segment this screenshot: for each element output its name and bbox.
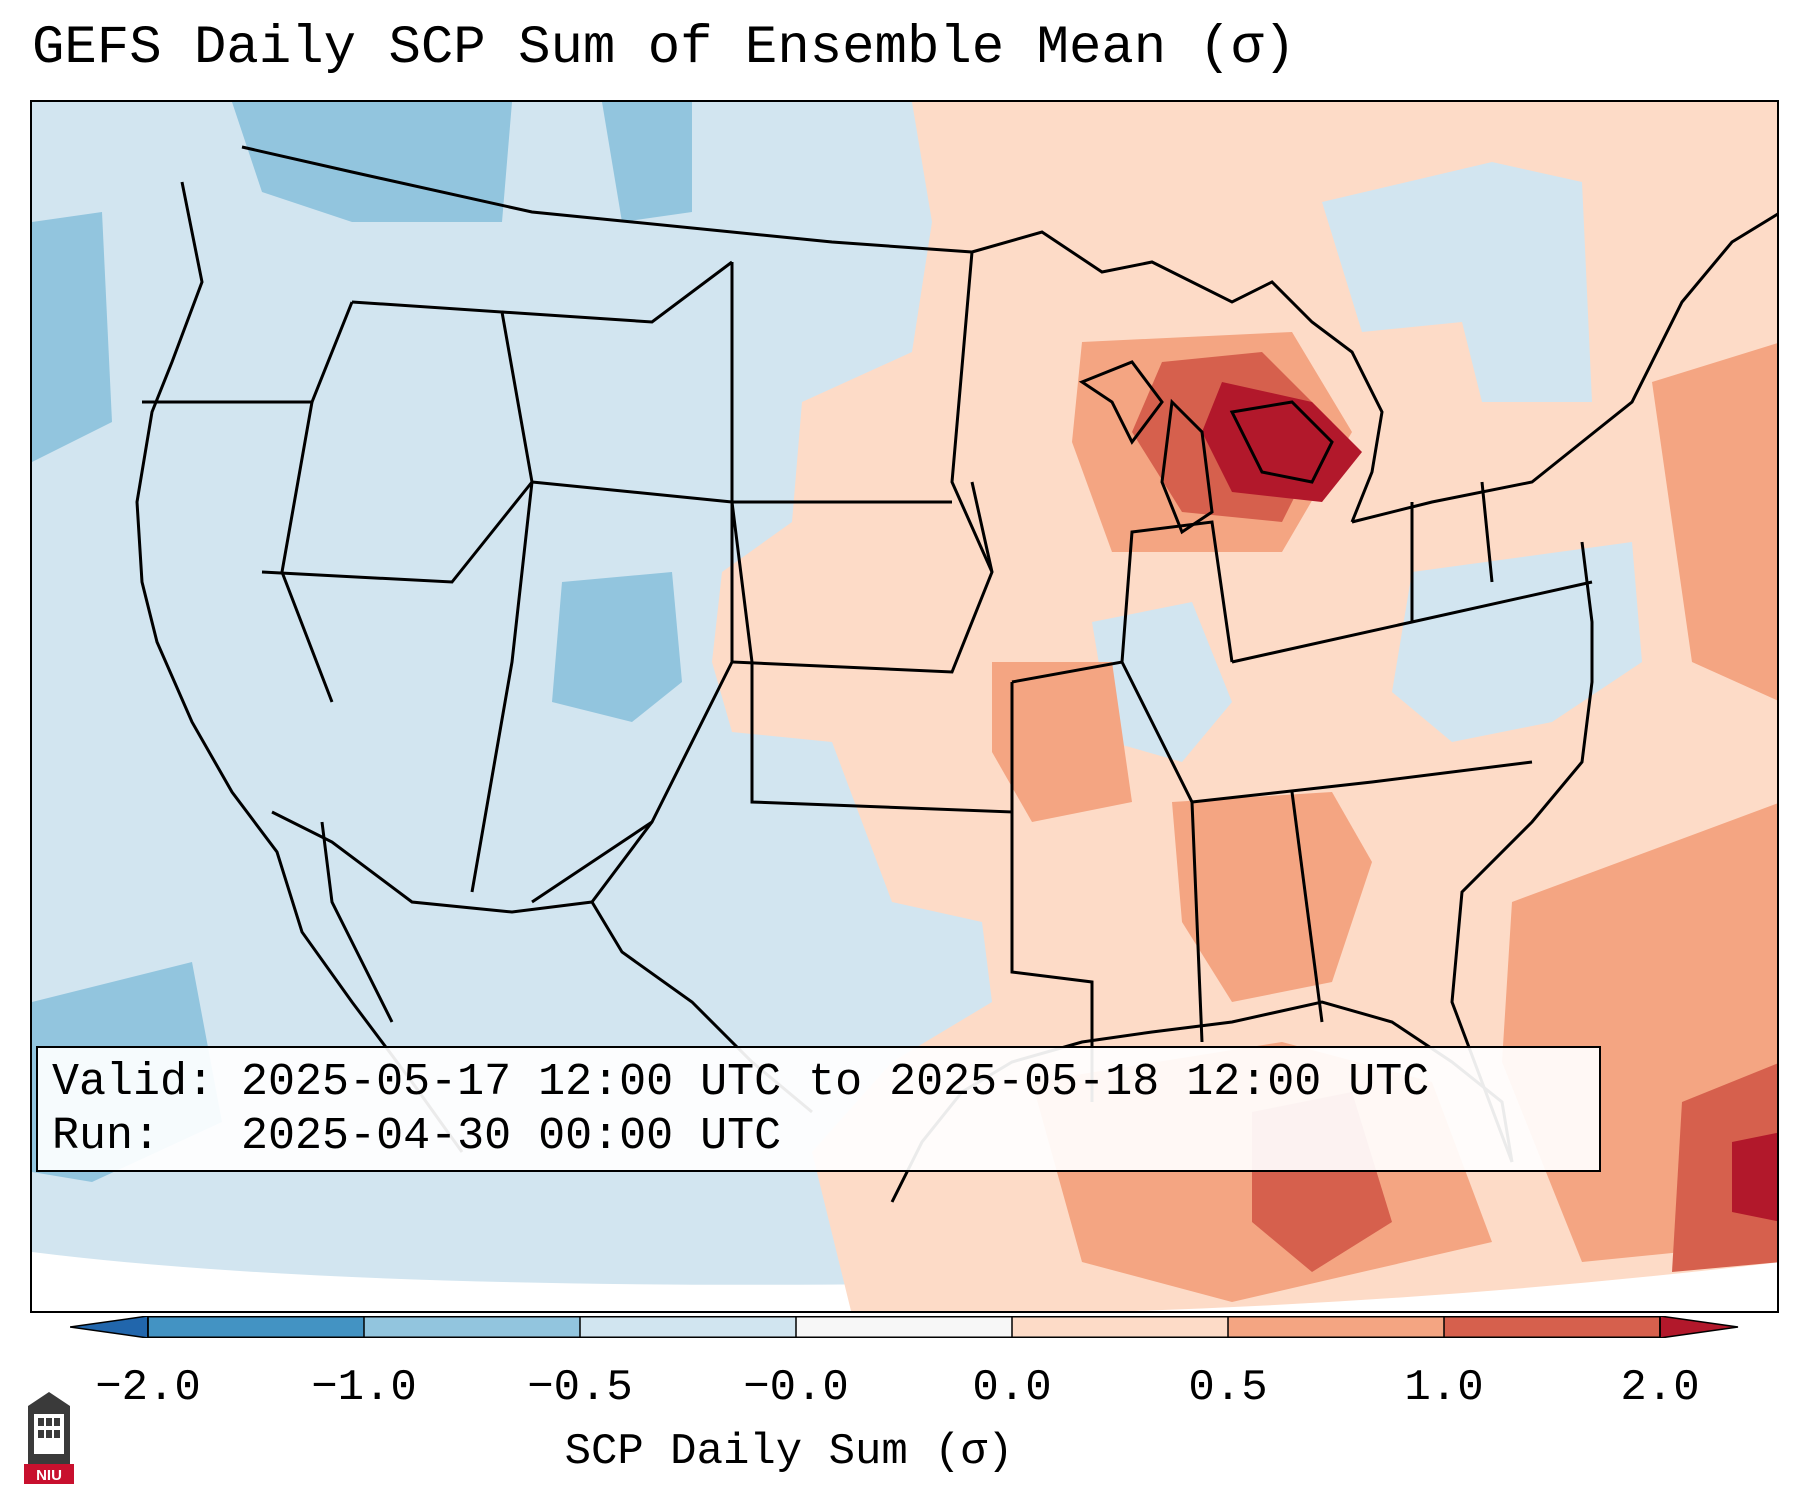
colorbar-tick-label: 2.0: [1620, 1363, 1700, 1413]
colorbar-bin: [796, 1316, 1012, 1338]
colorbar-over-arrow: [1659, 1316, 1739, 1338]
shade-indiana-blue: [1092, 602, 1232, 762]
colorbar-label: SCP Daily Sum (σ): [564, 1427, 1014, 1477]
colorbar-tick-label: 1.0: [1404, 1363, 1484, 1413]
colorbar-tick-label: −0.5: [527, 1363, 633, 1413]
map-title: GEFS Daily SCP Sum of Ensemble Mean (σ): [32, 18, 1296, 79]
colorbar-tick-label: −1.0: [311, 1363, 417, 1413]
shade-pacific-nw: [32, 212, 112, 462]
shade-colorado: [552, 572, 682, 722]
colorbar-bin: [148, 1316, 364, 1338]
valid-line: Valid: 2025-05-17 12:00 UTC to 2025-05-1…: [52, 1060, 1429, 1105]
colorbar-tick-label: −0.0: [743, 1363, 849, 1413]
colorbar: [70, 1316, 1739, 1338]
shade-caribbean: [1672, 1063, 1777, 1272]
run-label: Run:: [52, 1111, 161, 1162]
colorbar-tick-label: −2.0: [95, 1363, 201, 1413]
colorbar-tick-label: 0.0: [972, 1363, 1052, 1413]
map-borders: [135, 145, 1777, 1203]
shade-southeast: [1172, 792, 1372, 1002]
shade-ontario-blue: [1322, 162, 1592, 402]
colorbar-under-arrow: [70, 1316, 149, 1338]
colorbar-bin: [1012, 1316, 1228, 1338]
colorbar-tick-label: 0.5: [1188, 1363, 1268, 1413]
run-line: Run: 2025-04-30 00:00 UTC: [52, 1114, 781, 1159]
shade-lake-huron-max: [1202, 382, 1362, 502]
niu-logo: NIU: [24, 1392, 74, 1484]
valid-run-box: Valid: 2025-05-17 12:00 UTC to 2025-05-1…: [36, 1046, 1601, 1172]
run-value: 2025-04-30 00:00 UTC: [241, 1111, 782, 1162]
shade-ohio-valley-blue: [1392, 542, 1642, 742]
colorbar-bin: [580, 1316, 796, 1338]
colorbar-bin: [364, 1316, 580, 1338]
valid-value: 2025-05-17 12:00 UTC to 2025-05-18 12:00…: [241, 1057, 1430, 1108]
logo-text: NIU: [36, 1467, 62, 1484]
colorbar-bin: [1228, 1316, 1444, 1338]
shade-saskatchewan: [602, 102, 692, 222]
shade-caribbean-max: [1732, 1132, 1777, 1222]
colorbar-bin: [1444, 1316, 1660, 1338]
valid-label: Valid:: [52, 1057, 215, 1108]
shade-bc: [232, 102, 512, 222]
shade-new-england-offshore: [1652, 343, 1777, 701]
shade-missouri: [992, 662, 1132, 822]
